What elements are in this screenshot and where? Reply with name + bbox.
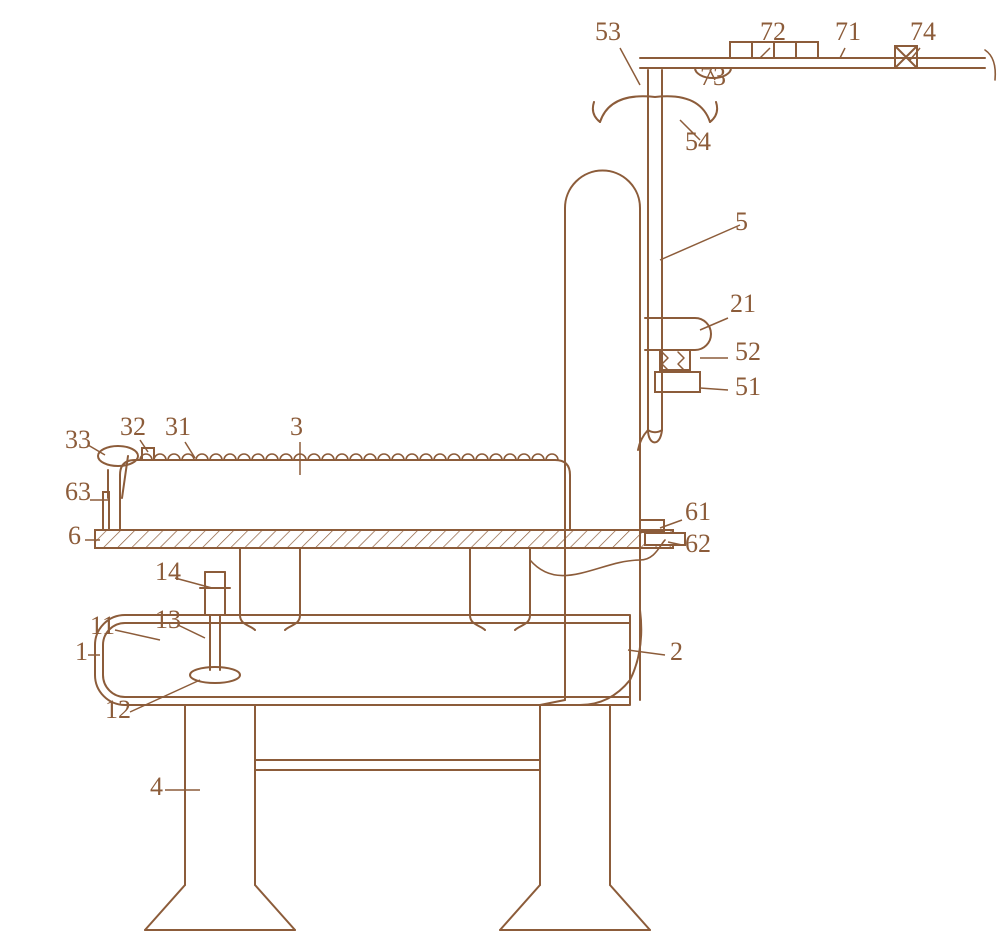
leader-line xyxy=(178,625,205,638)
label-74: 74 xyxy=(910,17,936,46)
label-6: 6 xyxy=(68,521,81,550)
label-32: 32 xyxy=(120,412,146,441)
label-31: 31 xyxy=(165,412,191,441)
label-14: 14 xyxy=(155,557,181,586)
label-13: 13 xyxy=(155,605,181,634)
label-54: 54 xyxy=(685,127,711,156)
label-4: 4 xyxy=(150,772,163,801)
label-21: 21 xyxy=(730,289,756,318)
label-1: 1 xyxy=(75,637,88,666)
label-51: 51 xyxy=(735,372,761,401)
leader-line xyxy=(760,48,770,58)
label-71: 71 xyxy=(835,17,861,46)
leader-line xyxy=(115,630,160,640)
label-62: 62 xyxy=(685,529,711,558)
leader-line xyxy=(840,48,845,58)
leader-line xyxy=(185,442,195,458)
label-73: 73 xyxy=(700,62,726,91)
label-63: 63 xyxy=(65,477,91,506)
label-52: 52 xyxy=(735,337,761,366)
label-33: 33 xyxy=(65,425,91,454)
label-53: 53 xyxy=(595,17,621,46)
label-72: 72 xyxy=(760,17,786,46)
label-12: 12 xyxy=(105,695,131,724)
label-11: 11 xyxy=(90,611,115,640)
leader-line xyxy=(628,650,665,655)
leader-line xyxy=(660,225,740,260)
label-2: 2 xyxy=(670,637,683,666)
leader-line xyxy=(700,388,728,390)
label-5: 5 xyxy=(735,207,748,236)
leader-line xyxy=(620,48,640,85)
label-61: 61 xyxy=(685,497,711,526)
label-3: 3 xyxy=(290,412,303,441)
